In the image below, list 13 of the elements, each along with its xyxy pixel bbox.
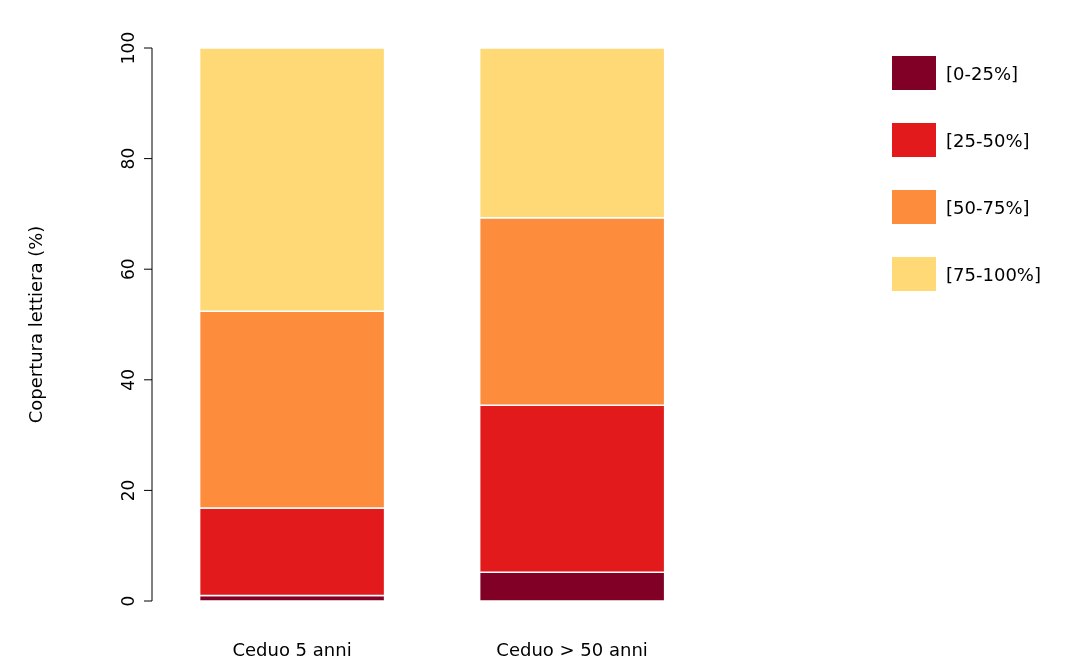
y-tick-label: 60 bbox=[118, 258, 138, 281]
legend-label: [0-25%] bbox=[946, 62, 1019, 84]
y-tick-label: 40 bbox=[118, 368, 138, 391]
legend-label: [50-75%] bbox=[946, 196, 1030, 218]
y-axis-title: Copertura lettiera (%) bbox=[25, 225, 47, 424]
x-tick-label: Ceduo > 50 anni bbox=[496, 638, 648, 660]
legend-label: [75-100%] bbox=[946, 263, 1041, 285]
y-tick-label: 80 bbox=[118, 147, 138, 170]
y-tick-label: 20 bbox=[118, 479, 138, 502]
y-tick-label: 100 bbox=[118, 31, 138, 65]
y-tick-label: 0 bbox=[118, 595, 138, 607]
x-tick-label: Ceduo 5 anni bbox=[232, 638, 352, 660]
legend-label: [25-50%] bbox=[946, 129, 1030, 151]
